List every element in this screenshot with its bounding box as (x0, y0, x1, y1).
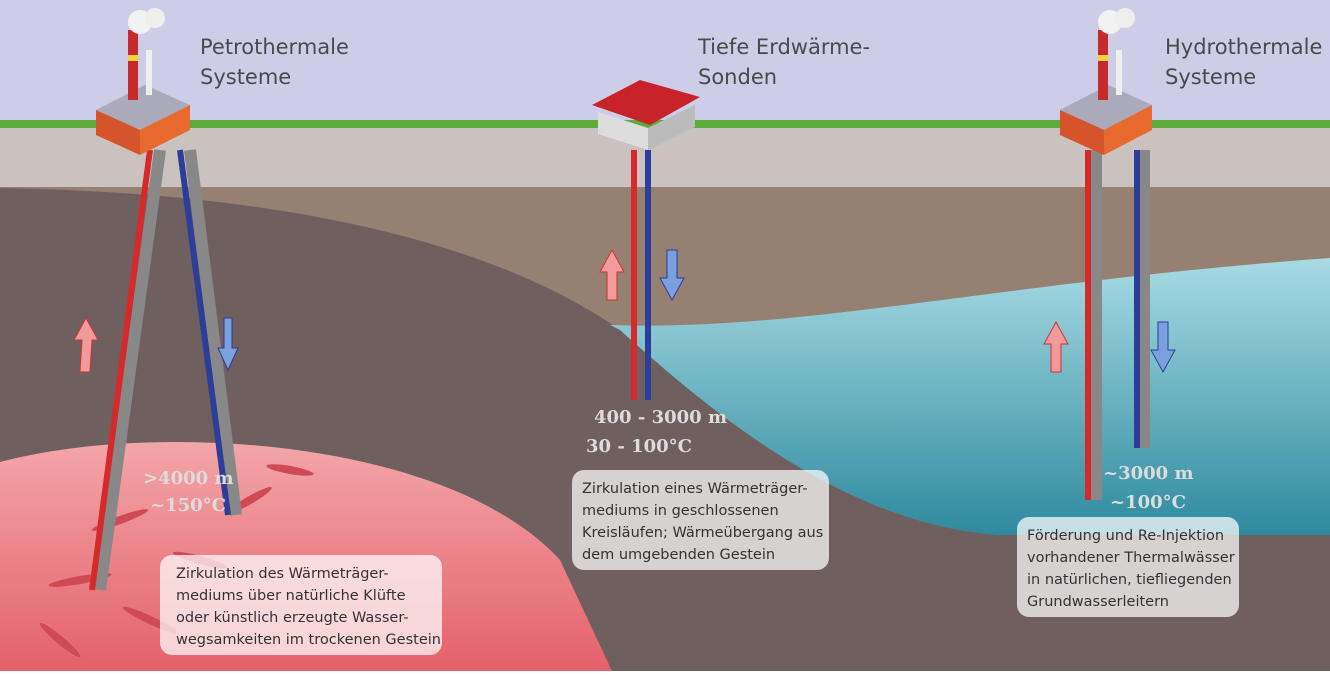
description-box (572, 470, 829, 570)
arrows (73, 248, 1176, 374)
system-title: Petrothermale (200, 35, 349, 59)
description-line: oder künstlich erzeugte Wasser- (176, 610, 409, 626)
description-line: Zirkulation des Wärmeträger- (176, 566, 389, 582)
power-plant (96, 8, 190, 155)
system-title: Systeme (1165, 65, 1256, 89)
system-title: Systeme (200, 65, 291, 89)
description-line: dem umgebenden Gestein (582, 547, 775, 563)
depth-label: >4000 m (143, 468, 234, 489)
description-box (1017, 517, 1239, 617)
pipes (89, 149, 1150, 591)
description-line: Förderung und Re-Injektion (1027, 528, 1224, 544)
depth-label: ~3000 m (1103, 463, 1194, 484)
description-line: in natürlichen, tiefliegenden (1027, 572, 1232, 588)
description-line: Kreisläufen; Wärmeübergang aus (582, 525, 823, 541)
temperature-label: 30 - 100°C (586, 436, 692, 457)
description-line: Grundwasserleitern (1027, 594, 1169, 610)
depth-label: 400 - 3000 m (594, 407, 727, 428)
system-title: Sonden (698, 65, 777, 89)
description-line: mediums über natürliche Klüfte (176, 588, 406, 604)
house (592, 80, 700, 150)
temperature-label: ~100°C (1110, 492, 1186, 513)
system-title: Tiefe Erdwärme- (697, 35, 870, 59)
description-box (160, 555, 442, 655)
description-line: vorhandener Thermalwässer (1027, 550, 1235, 566)
description-line: mediums in geschlossenen (582, 503, 779, 519)
description-line: wegsamkeiten im trockenen Gestein (176, 632, 441, 648)
power-plant (1060, 8, 1152, 155)
temperature-label: ~150°C (150, 495, 226, 516)
description-line: Zirkulation eines Wärmeträger- (582, 481, 808, 497)
system-title: Hydrothermale (1165, 35, 1322, 59)
